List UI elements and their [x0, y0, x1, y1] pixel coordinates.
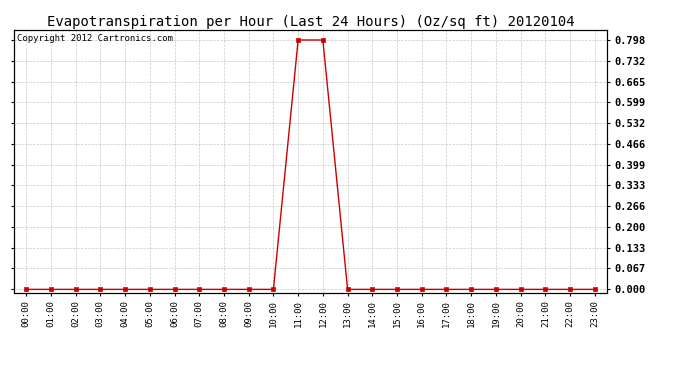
Text: Copyright 2012 Cartronics.com: Copyright 2012 Cartronics.com	[17, 34, 172, 43]
Title: Evapotranspiration per Hour (Last 24 Hours) (Oz/sq ft) 20120104: Evapotranspiration per Hour (Last 24 Hou…	[47, 15, 574, 29]
